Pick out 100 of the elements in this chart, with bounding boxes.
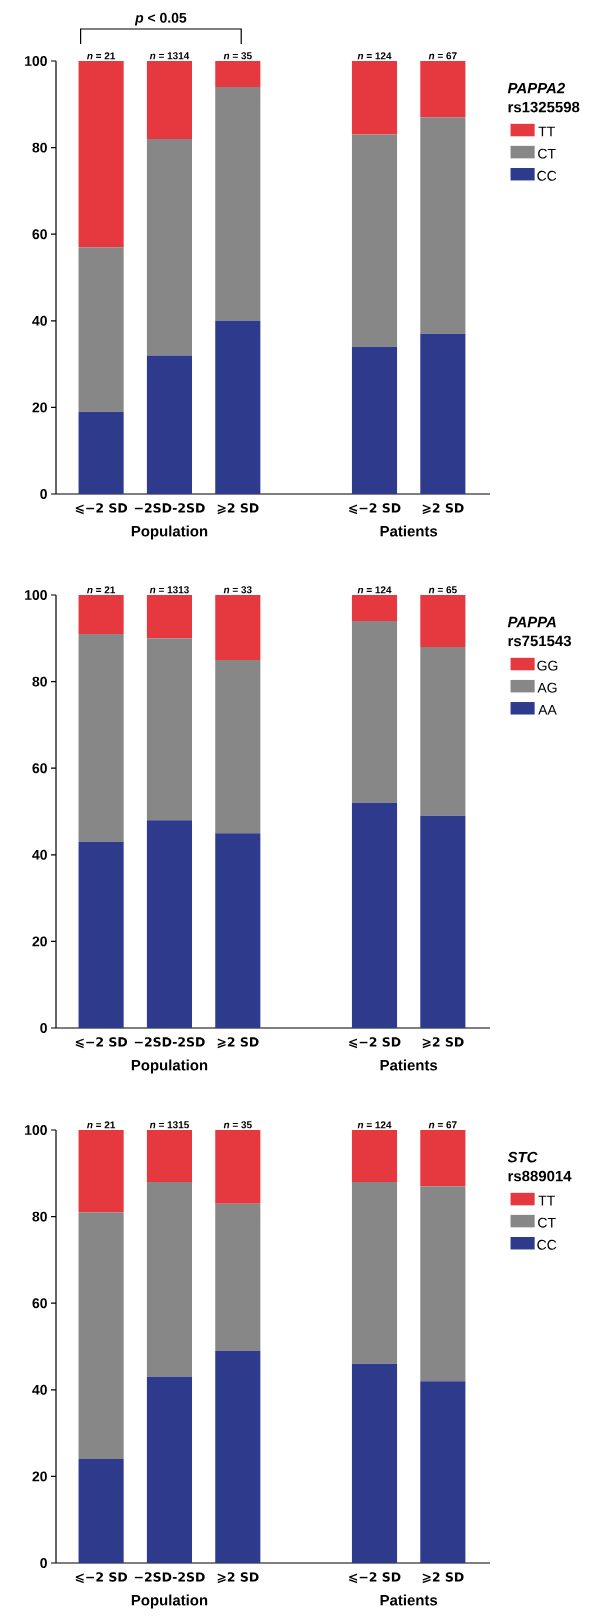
- y-tick-label: 80: [32, 1211, 47, 1222]
- x-tick-label: ⩾2 SD: [217, 503, 259, 515]
- x-tick-label: ⩾2 SD: [422, 1037, 464, 1049]
- text: n = 124: [357, 586, 392, 594]
- x-tick-label: ⩽−2 SD: [349, 1037, 401, 1049]
- bar: [146, 638, 193, 821]
- legend-label: AG: [537, 682, 557, 693]
- bar: [420, 646, 466, 816]
- y-tick-label: 80: [32, 142, 47, 153]
- bar: [351, 802, 398, 1029]
- bar: [215, 833, 261, 1029]
- text: Population: [131, 1059, 208, 1074]
- text: n = 33: [223, 586, 252, 594]
- legend-label: CC: [537, 170, 557, 181]
- text: n = 65: [428, 586, 457, 594]
- bar: [78, 1130, 124, 1213]
- y-tick-label: 60: [32, 1298, 47, 1309]
- bar: [215, 1350, 261, 1564]
- legend-label: CT: [538, 1217, 556, 1228]
- legend-label: TT: [538, 126, 555, 137]
- bar: [78, 633, 124, 842]
- y-tick-label: 40: [32, 1384, 47, 1395]
- bar: [146, 595, 193, 639]
- bar: [420, 117, 466, 334]
- bar: [215, 86, 261, 321]
- y-tick-label: 20: [32, 1471, 47, 1482]
- bar: [146, 138, 193, 356]
- legend-label: GG: [537, 660, 558, 671]
- x-tick-label: ⩾2 SD: [422, 1572, 464, 1584]
- bar: [215, 659, 261, 834]
- x-tick-label: ⩾2 SD: [217, 1572, 259, 1584]
- text: Patients: [380, 525, 438, 537]
- text: Patients: [380, 1059, 438, 1071]
- bar: [351, 134, 398, 347]
- x-tick-label: ⩽−2 SD: [75, 503, 128, 515]
- y-tick-label: 100: [25, 1125, 47, 1135]
- legend-title: STC rs889014: [507, 1151, 572, 1182]
- bar: [215, 61, 261, 87]
- y-tick-label: 100: [25, 56, 47, 66]
- legend-label: CC: [537, 1239, 557, 1250]
- bar: [146, 1376, 193, 1564]
- bar: [146, 1130, 193, 1182]
- bar: [420, 1381, 466, 1564]
- bar: [146, 1181, 193, 1377]
- bar: [351, 1181, 398, 1364]
- x-tick-label: ⩽−2 SD: [75, 1037, 128, 1049]
- text: Population: [131, 525, 208, 540]
- text: n = 21: [87, 586, 116, 594]
- text: p < 0.05: [134, 12, 187, 26]
- bar: [420, 595, 466, 647]
- text: Patients: [380, 1594, 438, 1606]
- text: n = 35: [223, 1121, 252, 1129]
- x-tick-label: ⩾2 SD: [217, 1037, 259, 1049]
- bar: [215, 320, 261, 495]
- x-tick-label: −2SD-2SD: [134, 1037, 205, 1047]
- x-tick-label: ⩽−2 SD: [349, 1572, 401, 1584]
- text: n = 21: [87, 1121, 116, 1129]
- bar: [78, 247, 124, 412]
- bar: [420, 1186, 466, 1382]
- x-tick-label: −2SD-2SD: [134, 1572, 205, 1582]
- y-tick-label: 0: [40, 1023, 47, 1033]
- bar: [146, 820, 193, 1029]
- x-tick-label: ⩾2 SD: [422, 503, 464, 515]
- text: n = 1314: [149, 52, 190, 60]
- y-tick-label: 60: [32, 763, 47, 774]
- bar: [351, 1363, 398, 1564]
- text: n = 124: [357, 1121, 392, 1129]
- text: n = 67: [428, 52, 457, 60]
- bar: [78, 1459, 124, 1564]
- x-tick-label: ⩽−2 SD: [349, 503, 401, 515]
- bar: [78, 1212, 124, 1460]
- bar: [78, 595, 124, 634]
- bar: [215, 1130, 261, 1204]
- legend-label: AA: [538, 705, 557, 715]
- bar: [351, 1130, 398, 1182]
- text: n = 35: [223, 52, 252, 60]
- y-tick-label: 40: [32, 315, 47, 326]
- bar: [420, 1130, 466, 1187]
- bar: [351, 61, 398, 135]
- text: n = 1315: [149, 1121, 189, 1129]
- y-tick-label: 40: [32, 849, 47, 860]
- y-tick-label: 20: [32, 402, 47, 413]
- y-tick-label: 100: [25, 590, 47, 600]
- y-tick-label: 0: [40, 1558, 47, 1568]
- bar: [351, 346, 398, 495]
- text: n = 1313: [149, 586, 189, 594]
- text: Population: [131, 1594, 208, 1609]
- text: n = 67: [428, 1121, 457, 1129]
- bar: [215, 1203, 261, 1351]
- text: n = 21: [87, 52, 116, 60]
- bar: [146, 355, 193, 495]
- bar: [215, 595, 261, 660]
- bar: [78, 411, 124, 495]
- legend-title: PAPPA rs751543: [507, 616, 571, 647]
- y-tick-label: 20: [32, 936, 47, 947]
- x-tick-label: −2SD-2SD: [134, 503, 205, 513]
- bar: [146, 61, 193, 139]
- bar: [351, 595, 398, 621]
- y-tick-label: 0: [40, 489, 47, 499]
- y-tick-label: 80: [32, 676, 47, 687]
